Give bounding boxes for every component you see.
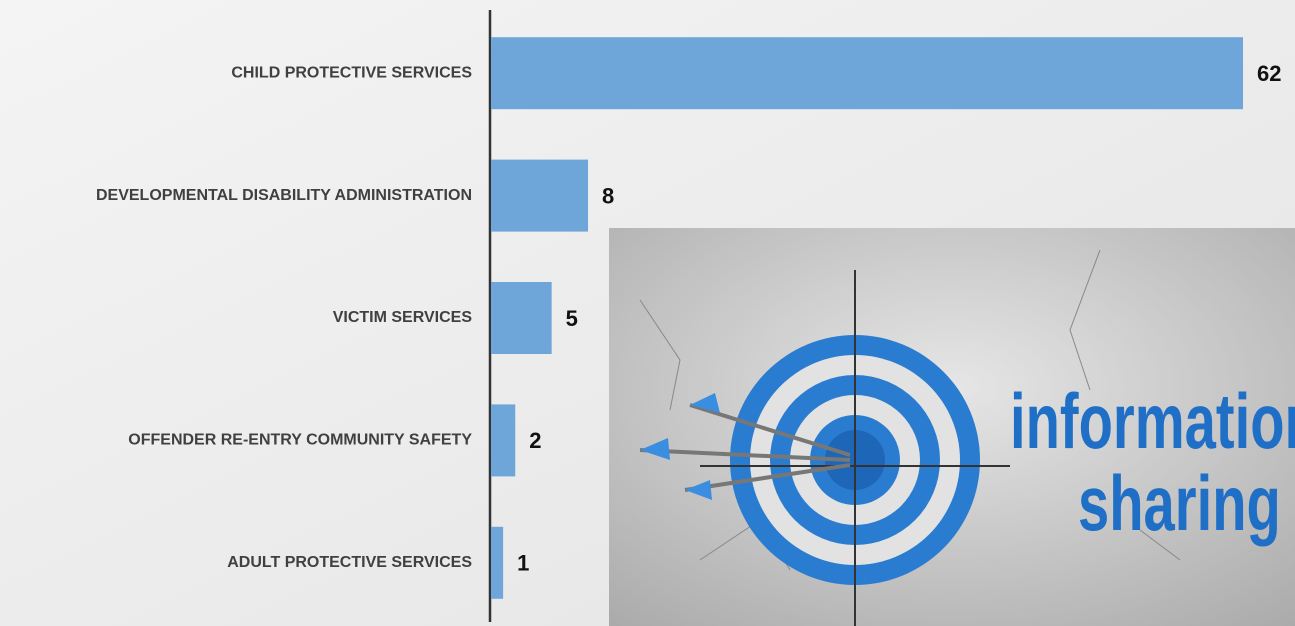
category-label: OFFENDER RE-ENTRY COMMUNITY SAFETY	[128, 432, 472, 449]
value-label: 2	[529, 428, 541, 453]
value-label: 8	[602, 183, 614, 208]
photo-text: sharing	[1078, 460, 1281, 547]
bar	[491, 282, 552, 354]
target	[700, 270, 1010, 626]
category-label: CHILD PROTECTIVE SERVICES	[231, 64, 472, 81]
bar	[491, 159, 589, 232]
bar	[491, 404, 516, 477]
photo-text: information	[1010, 378, 1295, 465]
arrows	[639, 393, 851, 500]
category-label: ADULT PROTECTIVE SERVICES	[227, 554, 472, 571]
value-label: 62	[1257, 61, 1281, 86]
cracks	[639, 249, 1181, 571]
category-label: DEVELOPMENTAL DISABILITY ADMINISTRATION	[96, 187, 472, 204]
photo: information sharing	[609, 228, 1295, 626]
category-label: VICTIM SERVICES	[333, 309, 473, 326]
bar	[491, 526, 504, 599]
bars: CHILD PROTECTIVE SERVICES 62 DEVELOPMENTAL…	[96, 37, 1281, 599]
value-label: 1	[517, 551, 529, 576]
bar	[491, 37, 1243, 110]
value-label: 5	[566, 306, 578, 331]
